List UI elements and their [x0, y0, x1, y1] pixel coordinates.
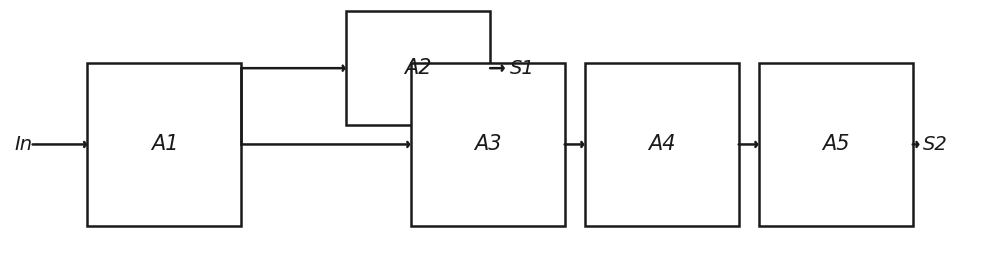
Bar [759, 63, 913, 226]
Bar [411, 63, 565, 226]
Bar [585, 63, 739, 226]
Bar [346, 11, 490, 125]
Text: S1: S1 [510, 59, 535, 78]
Text: In: In [15, 135, 33, 154]
Text: A4: A4 [648, 135, 675, 155]
Text: A1: A1 [151, 135, 178, 155]
Text: A3: A3 [474, 135, 501, 155]
Text: A5: A5 [822, 135, 849, 155]
Text: A2: A2 [404, 58, 432, 78]
Bar [87, 63, 241, 226]
Text: S2: S2 [923, 135, 947, 154]
